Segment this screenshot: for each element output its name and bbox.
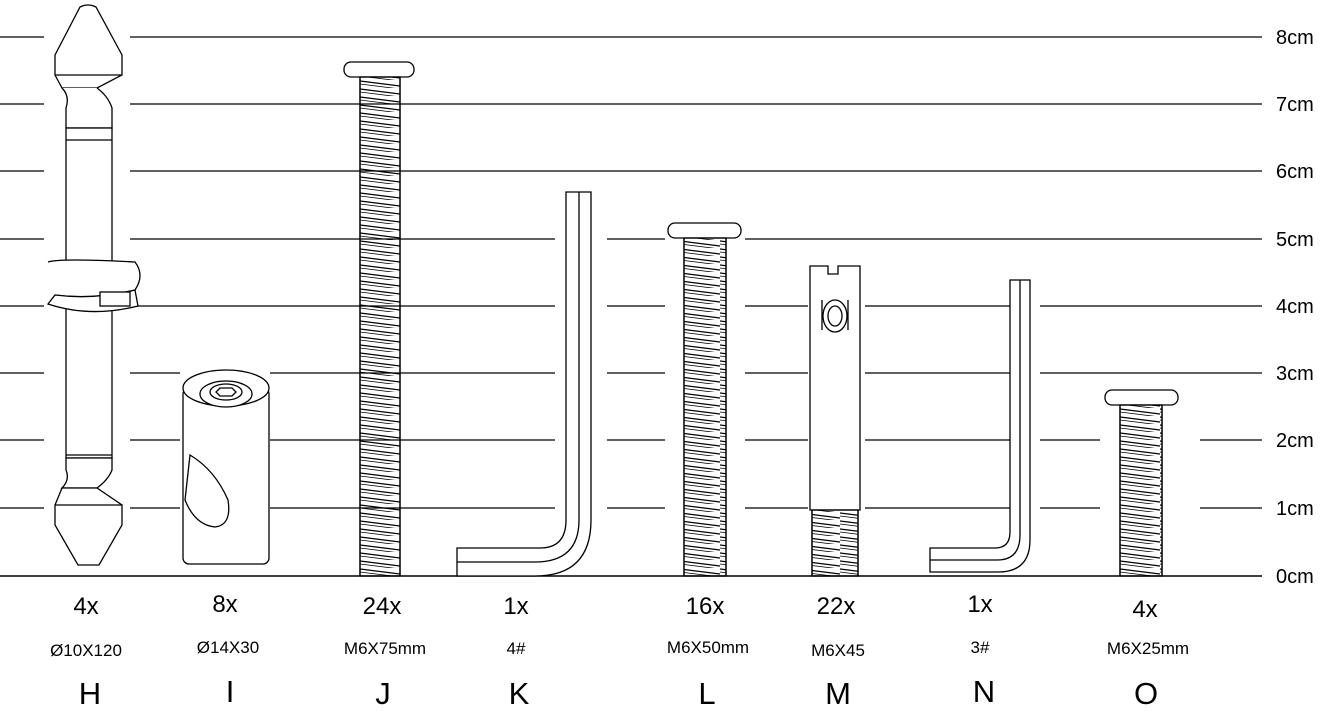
scale-label-3cm: 3cm (1276, 363, 1314, 385)
part-i-letter: I (226, 674, 235, 709)
part-i-spec: Ø14X30 (197, 638, 259, 657)
part-i-quantity: 8x (212, 591, 237, 618)
part-o-letter: O (1134, 676, 1158, 711)
part-n-quantity: 1x (967, 591, 992, 618)
bolt-icon (1104, 389, 1179, 577)
part-h-letter: H (79, 676, 101, 711)
part-j-letter: J (375, 676, 391, 711)
scale-labels: 0cm 1cm 2cm 3cm 4cm 5cm 6cm 7cm 8cm (1276, 27, 1314, 588)
part-o-spec: M6X25mm (1107, 639, 1189, 658)
part-h-quantity: 4x (73, 593, 98, 620)
scale-label-7cm: 7cm (1276, 94, 1314, 116)
spec-labels: Ø10X120 Ø14X30 M6X75mm 4# M6X50mm M6X45 … (50, 638, 1189, 660)
scale-label-0cm: 0cm (1276, 566, 1314, 588)
bolt-icon (667, 222, 742, 577)
scale-label-8cm: 8cm (1276, 27, 1314, 49)
part-h-spec: Ø10X120 (50, 641, 122, 660)
scale-label-1cm: 1cm (1276, 498, 1314, 520)
part-k-spec: 4# (507, 639, 526, 658)
part-l-letter: L (698, 676, 715, 711)
part-m-spec: M6X45 (811, 641, 865, 660)
allen-key-icon (456, 191, 592, 577)
dowel-icon (46, 4, 141, 566)
barrel-nut-icon (182, 369, 270, 565)
allen-key-icon (929, 279, 1031, 573)
scale-label-5cm: 5cm (1276, 229, 1314, 251)
scale-label-4cm: 4cm (1276, 296, 1314, 318)
bolt-icon (343, 61, 415, 577)
part-k-quantity: 1x (503, 593, 528, 620)
scale-label-6cm: 6cm (1276, 161, 1314, 183)
part-m-letter: M (825, 676, 851, 711)
part-j-quantity: 24x (363, 593, 402, 620)
part-n-spec: 3# (971, 638, 990, 657)
part-j-spec: M6X75mm (344, 639, 426, 658)
part-n-letter: N (973, 674, 995, 709)
part-o-quantity: 4x (1132, 596, 1157, 623)
part-m-quantity: 22x (817, 593, 856, 620)
scale-grid (0, 36, 1262, 577)
part-k-letter: K (509, 676, 530, 711)
part-l-spec: M6X50mm (667, 638, 749, 657)
scale-label-2cm: 2cm (1276, 430, 1314, 452)
quantity-labels: 4x 8x 24x 1x 16x 22x 1x 4x (73, 591, 1157, 623)
part-l-quantity: 16x (686, 593, 725, 620)
part-letters: H I J K L M N O (79, 674, 1158, 711)
connector-bolt-icon (809, 265, 861, 577)
